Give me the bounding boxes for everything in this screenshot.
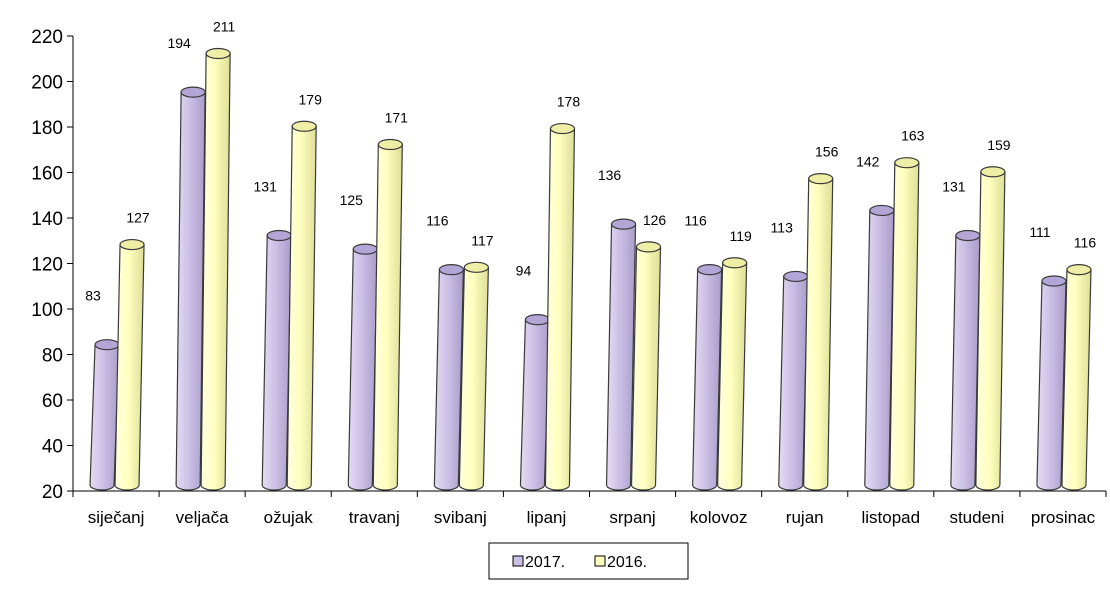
x-tick-label: veljača xyxy=(176,508,229,527)
bar xyxy=(630,241,662,491)
bar xyxy=(692,264,723,491)
bar xyxy=(717,257,748,491)
data-label: 116 xyxy=(1074,235,1097,251)
bar xyxy=(200,47,231,491)
y-tick-label: 20 xyxy=(42,482,63,503)
x-tick-label: rujan xyxy=(786,508,824,527)
x-tick-label: listopad xyxy=(861,508,920,527)
x-tick-label: prosinac xyxy=(1031,508,1096,527)
x-tick-label: lipanj xyxy=(527,508,567,527)
y-tick-label: 120 xyxy=(31,255,63,276)
bar xyxy=(433,264,464,491)
y-tick-label: 140 xyxy=(31,209,63,230)
bar xyxy=(347,243,378,491)
x-tick-label: siječanj xyxy=(88,508,145,527)
legend-swatch xyxy=(512,555,524,567)
data-label: 113 xyxy=(771,219,794,235)
data-label: 125 xyxy=(340,192,364,208)
data-label: 131 xyxy=(942,178,966,194)
y-tick-label: 200 xyxy=(31,73,63,94)
data-label: 136 xyxy=(598,167,622,183)
data-label: 142 xyxy=(856,153,880,169)
y-tick-label: 60 xyxy=(42,391,63,412)
bar xyxy=(89,339,120,491)
data-label: 159 xyxy=(987,137,1011,153)
y-tick-label: 100 xyxy=(31,300,63,321)
data-label: 111 xyxy=(1029,224,1050,240)
bar xyxy=(114,238,145,491)
x-tick-label: travanj xyxy=(349,508,400,527)
data-label: 116 xyxy=(684,213,707,229)
x-tick-label: studeni xyxy=(949,508,1004,527)
x-tick-label: srpanj xyxy=(609,508,655,527)
data-label: 194 xyxy=(167,35,191,51)
data-label: 83 xyxy=(85,288,101,304)
data-labels: 83 127 194 211 131 179 125 171 116 117 94 178 136 126… xyxy=(85,18,1096,303)
legend-label: 2016. xyxy=(607,554,647,571)
bar xyxy=(372,138,403,491)
data-label: 179 xyxy=(299,91,323,107)
data-label: 127 xyxy=(126,210,150,226)
bar xyxy=(544,122,576,491)
data-label: 178 xyxy=(557,94,581,110)
y-tick-label: 220 xyxy=(31,27,63,48)
bar xyxy=(519,314,551,491)
data-label: 116 xyxy=(426,213,449,229)
bar xyxy=(458,261,489,491)
data-label: 94 xyxy=(516,263,532,279)
axes: 20 40 60 80 100 120 140 160 180 200 220 siječanj vel… xyxy=(31,27,1107,527)
legend-label: 2017. xyxy=(525,554,565,571)
y-tick-label: 160 xyxy=(31,164,63,185)
bars xyxy=(89,47,1092,491)
bar xyxy=(778,270,809,491)
bar xyxy=(1036,275,1067,491)
x-tick-label: svibanj xyxy=(434,508,487,527)
data-label: 156 xyxy=(815,144,839,160)
x-tick-label: kolovoz xyxy=(690,508,748,527)
legend-swatch xyxy=(594,555,606,567)
bar xyxy=(889,157,920,491)
data-label: 211 xyxy=(213,18,236,34)
bar xyxy=(175,86,206,491)
bar xyxy=(261,229,292,491)
y-tick-label: 80 xyxy=(42,346,63,367)
y-tick-label: 180 xyxy=(31,118,63,139)
data-label: 131 xyxy=(254,178,278,194)
data-label: 126 xyxy=(643,212,667,228)
x-tick-label: ožujak xyxy=(264,508,314,527)
bar xyxy=(950,229,981,491)
data-label: 119 xyxy=(729,228,752,244)
bar xyxy=(286,120,317,491)
bar xyxy=(975,166,1006,491)
bar xyxy=(605,218,637,491)
bar xyxy=(864,204,895,491)
bar xyxy=(1061,264,1092,491)
data-label: 171 xyxy=(385,109,409,125)
bar xyxy=(803,173,834,491)
data-label: 163 xyxy=(901,128,925,144)
data-label: 117 xyxy=(471,232,494,248)
y-tick-label: 40 xyxy=(42,437,63,458)
legend: 2017. 2016. xyxy=(488,542,689,580)
